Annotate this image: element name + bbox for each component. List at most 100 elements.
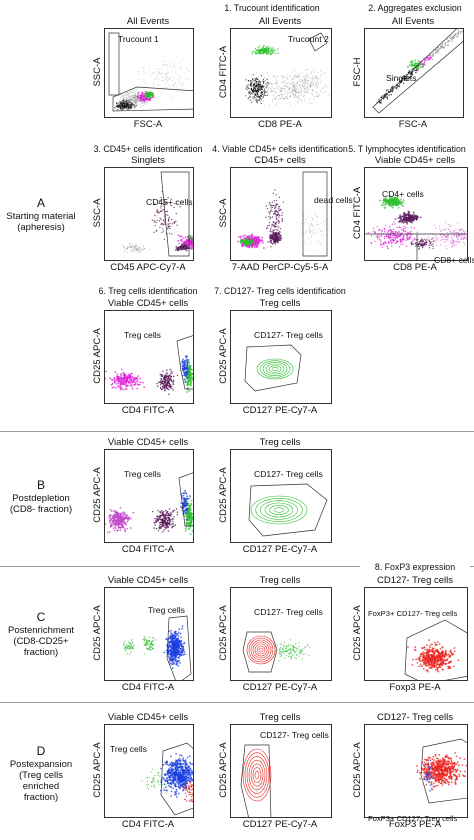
y-axis-label: CD25 APC-A — [92, 467, 103, 523]
plot-title: Treg cells — [259, 437, 301, 448]
dot-plot — [104, 724, 194, 818]
event-cloud — [284, 206, 331, 254]
treg-contour-red — [246, 635, 276, 665]
dot-plot — [230, 167, 332, 261]
gate-label: Trucount 1 — [118, 34, 159, 44]
event-cloud — [394, 210, 422, 225]
flow-panel-c3: CD127- Treg cells FoxP3+ CD127- Treg cell… — [346, 575, 470, 697]
step-title-6: 6. Treg cells identification — [98, 286, 198, 296]
x-axis-label: FSC-A — [133, 119, 163, 130]
gate-label: CD45+ cells — [146, 197, 193, 207]
gate-label: Treg cells — [124, 469, 161, 479]
x-axis-label: CD127 PE-Cy7-A — [242, 682, 318, 693]
cd127-neg-gate — [248, 483, 328, 537]
row-desc: Postexpansion (Treg cells enriched fract… — [9, 759, 73, 803]
row-separator-cd — [0, 702, 474, 703]
row-separator-bc — [0, 566, 474, 567]
gate-label: Treg cells — [148, 605, 185, 615]
y-axis-label: SSC-A — [92, 198, 103, 228]
row-desc: Postdepletion (CD8- fraction) — [9, 493, 73, 515]
dot-plot — [230, 310, 332, 404]
dot-plot — [230, 587, 332, 681]
dead-cells-gate — [302, 171, 328, 257]
y-axis-label: CD25 APC-A — [92, 742, 103, 798]
event-scatter — [237, 171, 331, 257]
plot-title: Singlets — [131, 155, 165, 166]
y-axis-label: CD25 APC-A — [352, 605, 363, 661]
row-desc: Starting material (apheresis) — [6, 211, 76, 233]
gate-label: CD127- Treg cells — [254, 469, 323, 479]
row-desc: Postenrichment (CD8-CD25+ fraction) — [7, 625, 74, 658]
gate-label: Treg cells — [124, 330, 161, 340]
gate-label: Trucount 2 — [288, 34, 329, 44]
dot-plot — [104, 167, 194, 261]
y-axis-label: CD25 APC-A — [218, 467, 229, 523]
y-axis-label: SSC-A — [218, 198, 229, 228]
flow-panel-d1: Viable CD45+ cells Treg cells CD4 FITC-A CD… — [86, 712, 196, 834]
event-cloud — [245, 70, 330, 106]
x-axis-label: FSC-A — [398, 119, 428, 130]
event-cloud — [379, 195, 405, 209]
step-title-4: 4. Viable CD45+ cells identification — [212, 144, 348, 154]
event-cloud — [424, 759, 435, 792]
x-axis-label: CD4 FITC-A — [121, 544, 175, 555]
plot-title: Treg cells — [259, 575, 301, 586]
row-label-c: C Postenrichment (CD8-CD25+ fraction) — [0, 610, 82, 658]
y-axis-label: CD4 FITC-A — [218, 45, 229, 99]
dot-plot — [364, 28, 464, 118]
y-axis-label: CD4 FITC-A — [352, 186, 363, 240]
plot-title: Viable CD45+ cells — [107, 575, 189, 586]
plot-title: Treg cells — [259, 298, 301, 309]
row-separator-ab — [0, 431, 474, 432]
cd45-gate — [160, 171, 190, 257]
step-title-5: 5. T lymphocytes identification — [348, 144, 466, 154]
event-cloud — [121, 242, 150, 254]
flow-panel-d2: Treg cells CD127- Treg cells CD127 PE-Cy7-… — [212, 712, 334, 834]
event-cloud — [239, 237, 256, 247]
flow-panel-c1: Viable CD45+ cells Treg cells CD4 FITC-A CD… — [86, 575, 196, 697]
row-label-a: A Starting material (apheresis) — [0, 197, 82, 233]
dot-plot — [104, 449, 194, 543]
dot-plot — [230, 28, 332, 118]
event-scatter — [123, 615, 192, 680]
gate-label: dead cells — [314, 195, 353, 205]
event-cloud — [123, 639, 135, 655]
event-cloud — [151, 508, 179, 533]
event-cloud — [141, 768, 167, 790]
event-cloud — [367, 221, 418, 250]
plot-title: All Events — [258, 16, 302, 27]
x-axis-label: CD8 PE-A — [258, 119, 302, 130]
cd127-neg-gate — [240, 744, 272, 817]
y-axis-label: FSC-H — [352, 57, 363, 87]
plot-title: All Events — [126, 16, 170, 27]
y-axis-label: CD25 APC-A — [92, 328, 103, 384]
x-axis-label: CD45 APC-Cy7-A — [110, 262, 186, 273]
step-title-1: 1. Trucount identification — [224, 3, 320, 13]
x-axis-label: 7-AAD PerCP-Cy5-5-A — [231, 262, 329, 273]
treg-gate — [166, 615, 192, 680]
event-cloud — [156, 368, 179, 396]
flow-panel-d3: CD127- Treg cells FoxP3+ CD127- Treg cell… — [346, 712, 470, 834]
row-letter: C — [36, 610, 46, 624]
event-cloud — [134, 52, 190, 105]
y-axis-label: SSC-A — [92, 57, 103, 87]
x-axis-label: CD4 FITC-A — [121, 682, 175, 693]
cd127-neg-gate — [244, 344, 302, 392]
event-cloud — [179, 355, 190, 384]
row-label-b: B Postdepletion (CD8- fraction) — [0, 479, 82, 515]
event-cloud — [420, 222, 467, 250]
foxp3-gate — [404, 619, 467, 680]
x-axis-label: CD4 FITC-A — [121, 405, 175, 416]
gate-label: CD127- Treg cells — [254, 607, 323, 617]
event-scatter — [242, 631, 311, 673]
event-scatter — [416, 738, 467, 804]
trucount-2-gate — [308, 32, 328, 52]
dot-plot — [230, 724, 332, 818]
treg-gate — [160, 742, 193, 816]
event-cloud — [182, 781, 193, 803]
plot-title: CD127- Treg cells — [376, 575, 454, 586]
gate-label: CD127- Treg cells — [260, 730, 329, 740]
treg-contour-red — [242, 748, 272, 802]
y-axis-label: CD25 APC-A — [92, 605, 103, 661]
